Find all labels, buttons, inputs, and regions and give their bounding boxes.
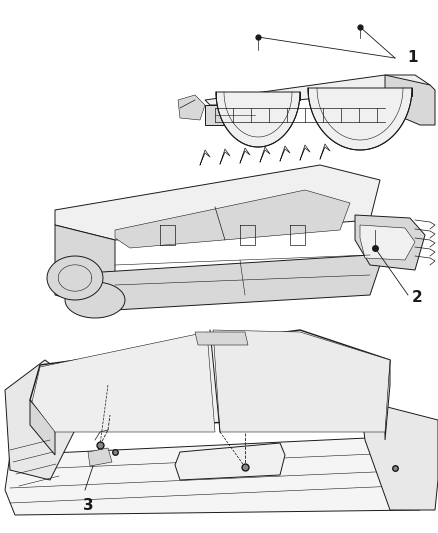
Polygon shape	[47, 256, 103, 300]
Polygon shape	[30, 330, 390, 430]
Polygon shape	[385, 75, 435, 125]
Polygon shape	[55, 165, 380, 240]
Polygon shape	[65, 282, 125, 318]
Polygon shape	[115, 190, 350, 248]
Polygon shape	[5, 435, 435, 515]
Polygon shape	[216, 92, 300, 147]
Polygon shape	[360, 225, 415, 260]
Polygon shape	[355, 215, 425, 270]
Polygon shape	[175, 443, 285, 480]
Text: 2: 2	[412, 290, 423, 305]
Polygon shape	[205, 105, 255, 125]
Text: 3: 3	[83, 497, 93, 513]
Polygon shape	[308, 88, 412, 150]
Polygon shape	[178, 95, 205, 120]
Polygon shape	[195, 332, 248, 345]
Polygon shape	[55, 225, 115, 290]
Polygon shape	[32, 332, 215, 432]
Polygon shape	[205, 75, 430, 105]
Polygon shape	[5, 360, 75, 480]
Polygon shape	[360, 400, 438, 510]
Text: 1: 1	[407, 50, 417, 64]
Polygon shape	[55, 255, 380, 310]
Polygon shape	[385, 360, 390, 440]
Polygon shape	[213, 330, 390, 432]
Polygon shape	[88, 448, 112, 466]
Polygon shape	[30, 400, 55, 455]
